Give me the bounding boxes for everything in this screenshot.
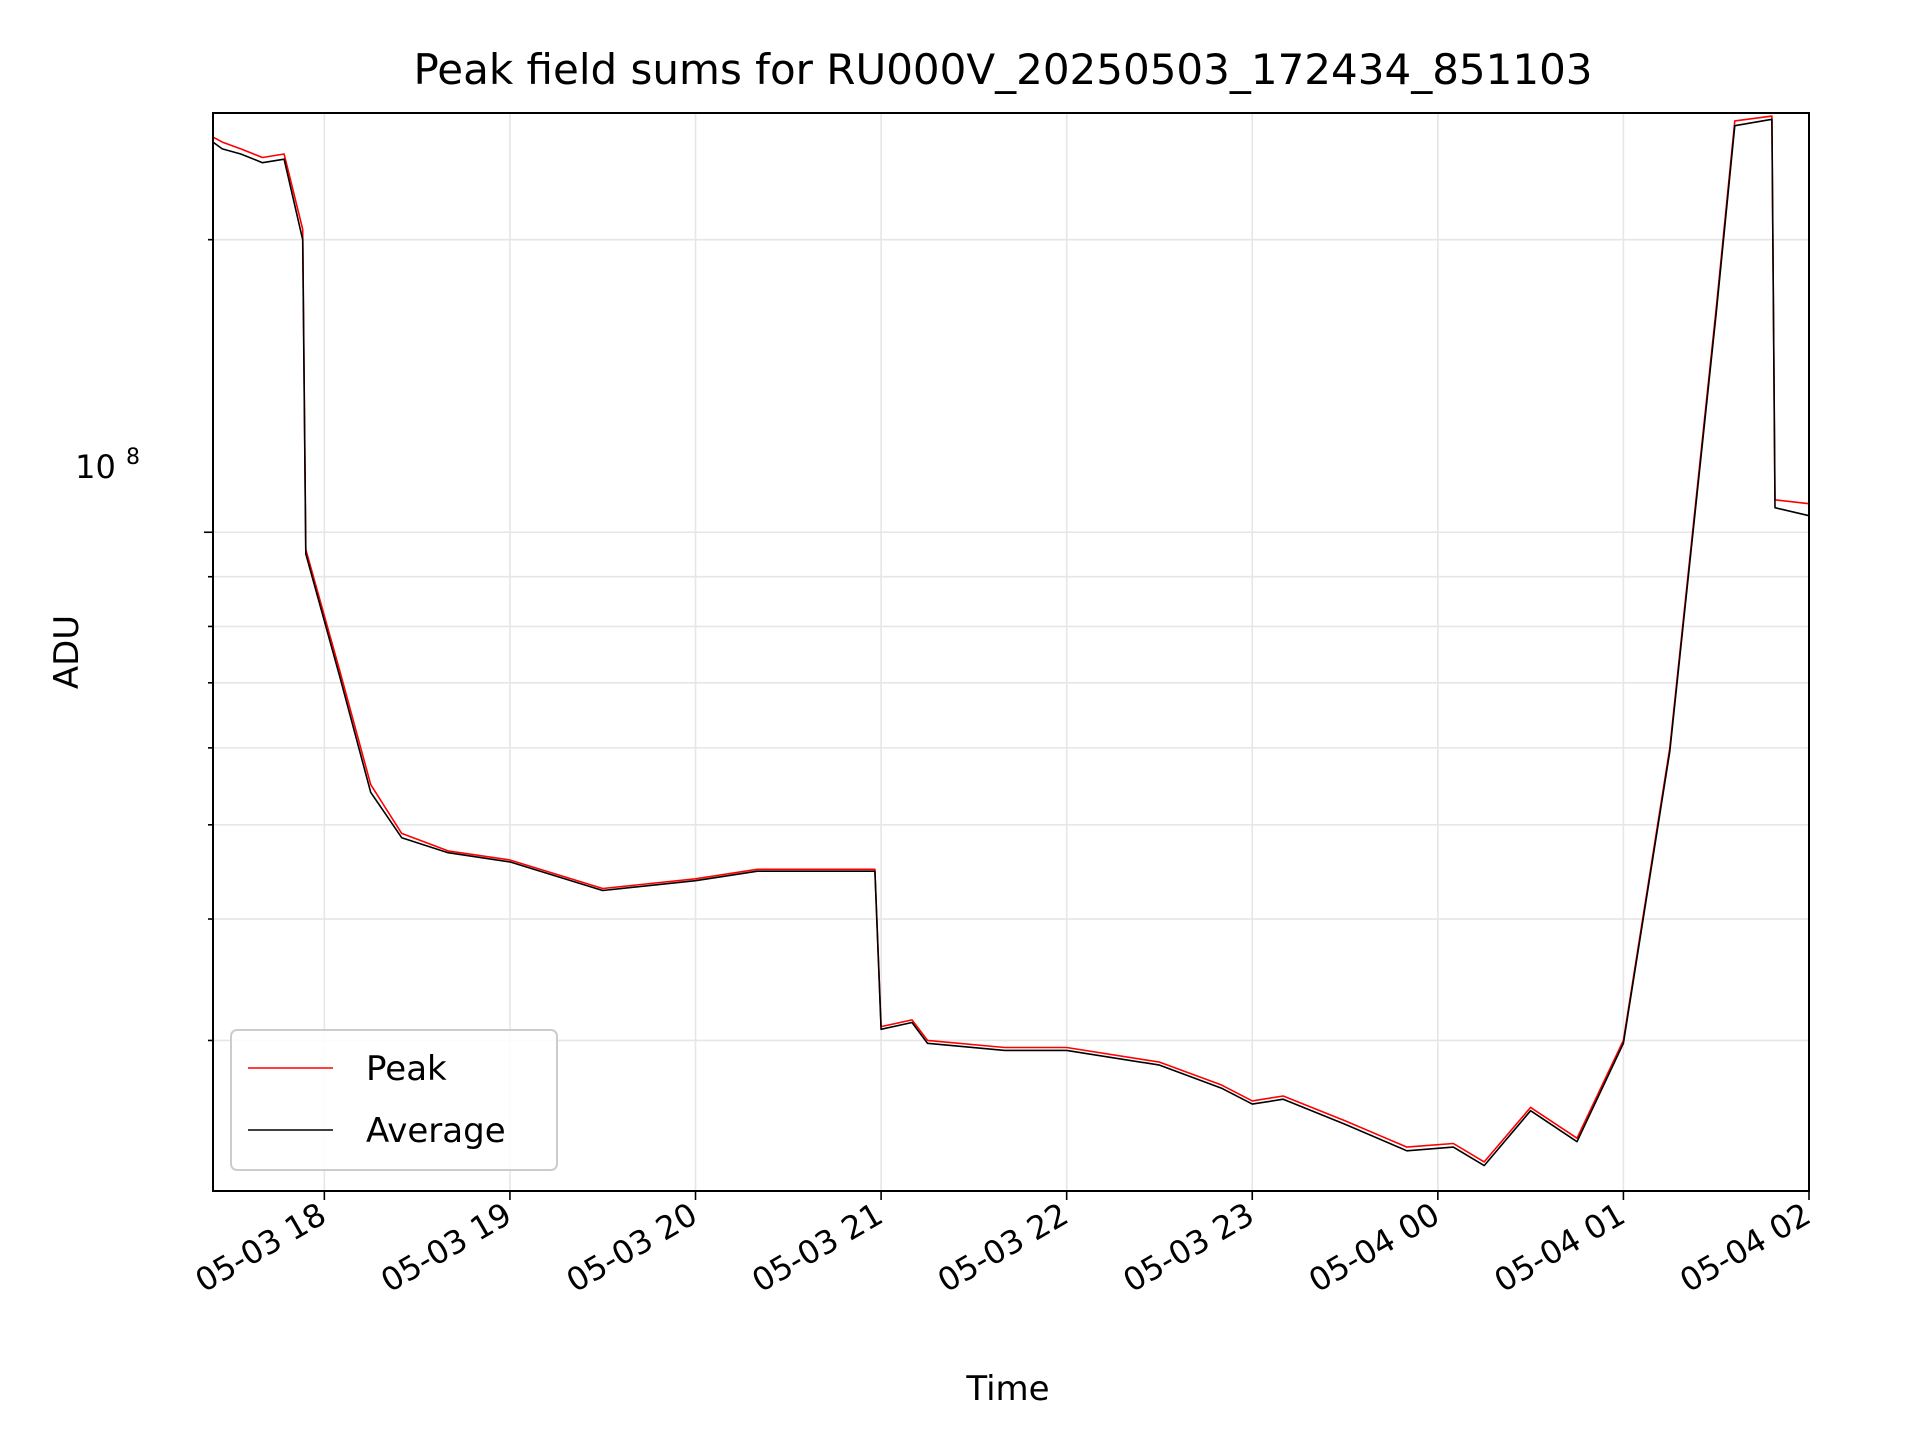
plot-frame: [212, 112, 1810, 1192]
series-line-average: [212, 118, 1810, 1167]
x-axis-label: Time: [965, 1369, 1049, 1409]
y-tick-label-exponent: 8: [126, 445, 140, 470]
legend-label-average: Average: [366, 1111, 506, 1151]
y-tick-label-base: 10: [75, 448, 116, 486]
series-layer: [212, 115, 1810, 1167]
y-tick-label-1e8: 10 8: [75, 445, 140, 486]
legend: Peak Average: [230, 1029, 558, 1171]
y-axis-label: ADU: [47, 615, 87, 689]
y-axis-ticks: [204, 238, 213, 1042]
legend-box: [230, 1029, 558, 1171]
series-line-peak: [212, 115, 1810, 1163]
legend-label-peak: Peak: [366, 1049, 447, 1089]
chart-title: Peak field sums for RU000V_20250503_1724…: [413, 45, 1592, 94]
